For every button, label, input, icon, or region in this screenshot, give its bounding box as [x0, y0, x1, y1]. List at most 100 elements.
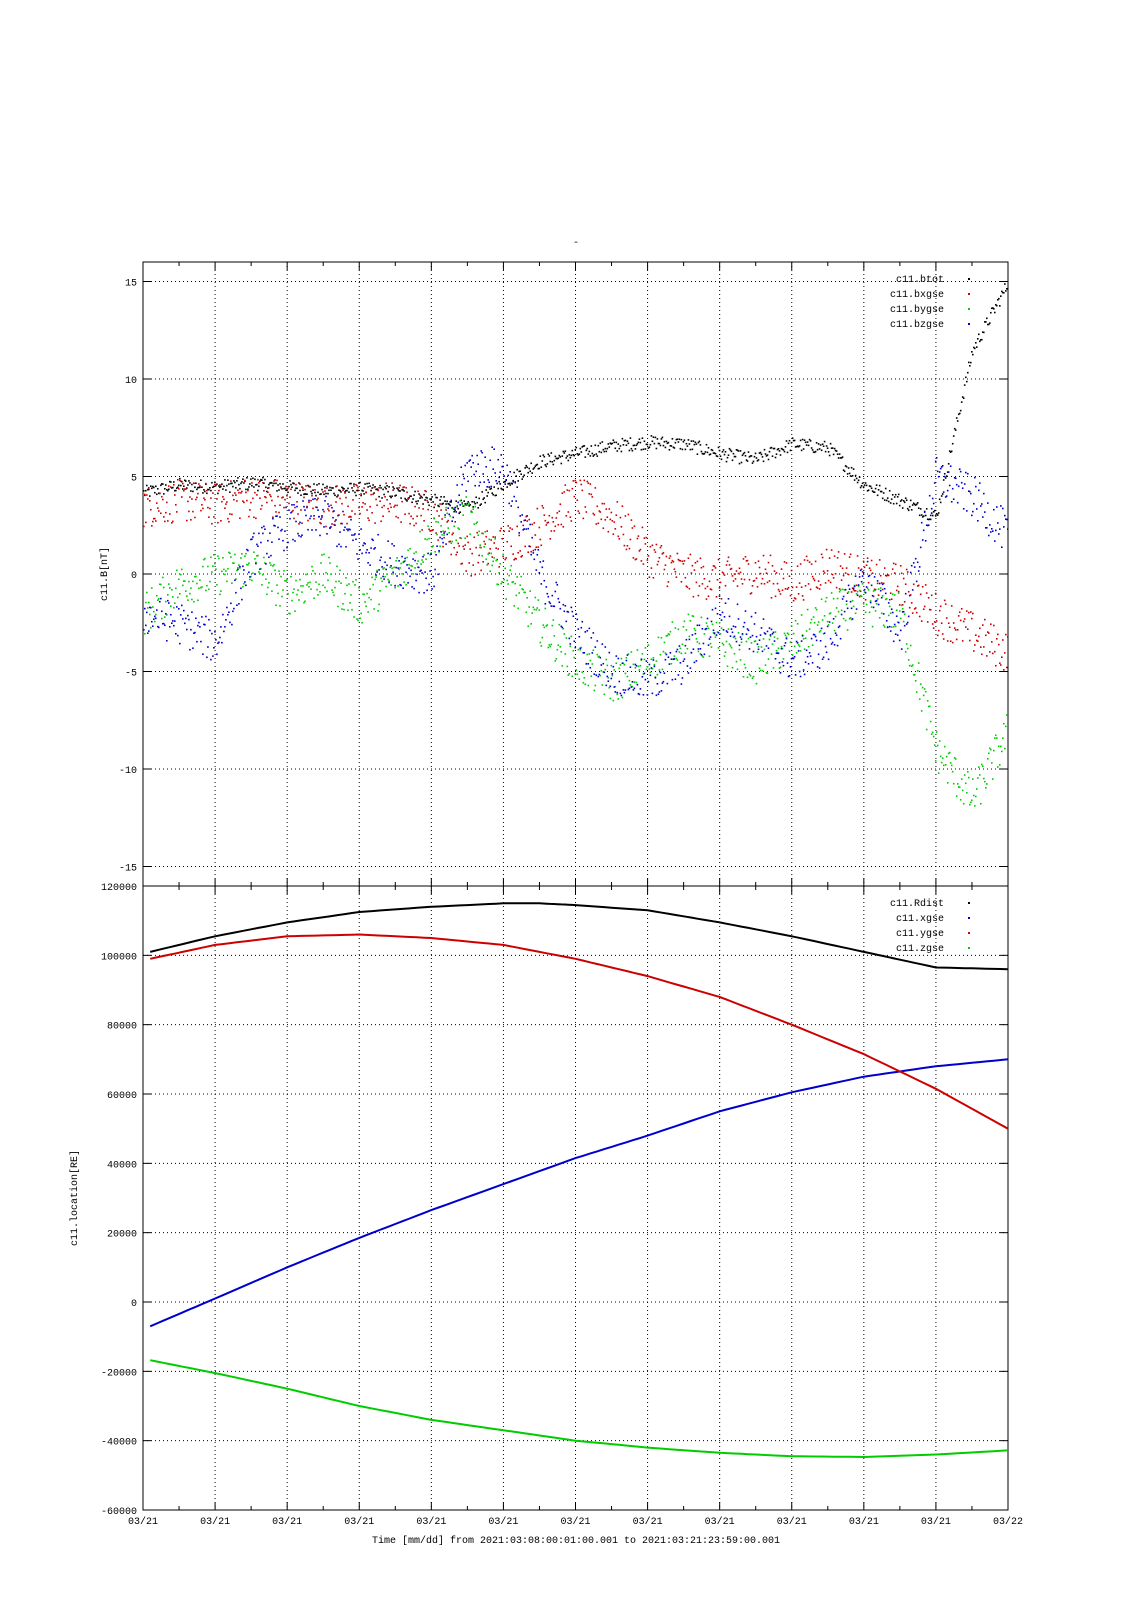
data-point	[888, 605, 891, 608]
data-point	[982, 331, 984, 333]
data-point	[444, 514, 446, 516]
data-point	[983, 492, 985, 495]
data-point	[442, 545, 444, 548]
x-tick-label: 03/21	[921, 1516, 951, 1528]
data-point	[279, 516, 281, 518]
data-point	[925, 592, 928, 594]
data-point	[881, 497, 884, 500]
data-point	[178, 484, 180, 487]
data-point	[827, 579, 830, 582]
data-point	[927, 597, 930, 599]
data-point	[737, 632, 740, 634]
data-point	[673, 568, 676, 570]
data-point	[613, 669, 616, 671]
data-point	[270, 554, 272, 557]
data-point	[322, 491, 324, 493]
data-point	[567, 459, 570, 462]
data-point	[418, 507, 420, 509]
data-point	[754, 452, 757, 455]
data-point	[711, 449, 714, 452]
data-point	[738, 644, 741, 647]
data-point	[404, 557, 406, 560]
data-point	[851, 618, 854, 620]
data-point	[829, 637, 832, 640]
data-point	[994, 737, 996, 739]
data-point	[416, 573, 418, 576]
data-point	[288, 485, 290, 488]
data-point	[610, 443, 613, 445]
data-point	[258, 482, 260, 484]
data-point	[910, 509, 913, 511]
data-point	[951, 770, 954, 773]
data-point	[742, 676, 745, 678]
data-point	[410, 564, 412, 567]
data-point	[880, 582, 883, 584]
data-point	[468, 460, 470, 462]
data-point	[162, 483, 164, 485]
data-point	[170, 486, 172, 488]
data-point	[427, 508, 429, 511]
data-point	[365, 605, 367, 608]
data-point	[360, 494, 362, 497]
data-point	[988, 323, 990, 326]
data-point	[760, 646, 763, 648]
data-point	[521, 588, 523, 590]
data-point	[969, 490, 971, 493]
data-point	[760, 453, 763, 456]
data-point	[650, 667, 653, 669]
data-point	[701, 583, 704, 585]
data-point	[372, 493, 374, 496]
data-point	[247, 488, 249, 490]
data-point	[732, 580, 735, 582]
data-point	[432, 575, 434, 578]
data-point	[269, 494, 271, 496]
data-point	[429, 553, 431, 556]
data-point	[460, 466, 462, 468]
data-point	[530, 462, 532, 465]
data-point	[644, 448, 647, 450]
series-line-c11-xgse	[149, 1058, 1008, 1328]
data-point	[684, 644, 687, 647]
data-point	[549, 602, 552, 605]
data-point	[255, 517, 257, 520]
data-point	[712, 452, 715, 454]
data-point	[765, 645, 768, 647]
data-point	[866, 557, 869, 559]
data-point	[509, 484, 511, 486]
data-point	[240, 492, 242, 494]
data-point	[949, 640, 952, 642]
data-point	[584, 506, 587, 508]
data-point	[880, 490, 883, 493]
data-point	[777, 647, 780, 650]
data-point	[620, 657, 623, 660]
data-point	[150, 485, 152, 487]
data-point	[838, 453, 841, 455]
series-line-c11-zgse	[150, 1359, 1008, 1459]
data-point	[792, 439, 795, 442]
data-point	[228, 611, 230, 613]
data-point	[747, 629, 750, 632]
data-point	[216, 653, 218, 656]
data-point	[529, 470, 531, 473]
data-point	[316, 499, 318, 501]
x-tick-label: 03/21	[488, 1516, 518, 1528]
data-point	[939, 501, 942, 504]
data-point	[258, 571, 260, 573]
data-point	[978, 333, 980, 336]
data-point	[327, 579, 329, 582]
data-point	[899, 629, 902, 632]
data-point	[645, 660, 648, 662]
data-point	[388, 580, 390, 582]
data-point	[255, 561, 257, 564]
data-point	[328, 556, 330, 559]
data-point	[454, 521, 456, 523]
data-point	[778, 667, 781, 669]
data-point	[497, 458, 499, 461]
data-point	[235, 487, 237, 489]
data-point	[184, 488, 186, 490]
data-point	[754, 612, 757, 614]
data-point	[896, 496, 899, 498]
data-point	[802, 599, 805, 601]
data-point	[709, 642, 712, 645]
data-point	[366, 592, 368, 595]
